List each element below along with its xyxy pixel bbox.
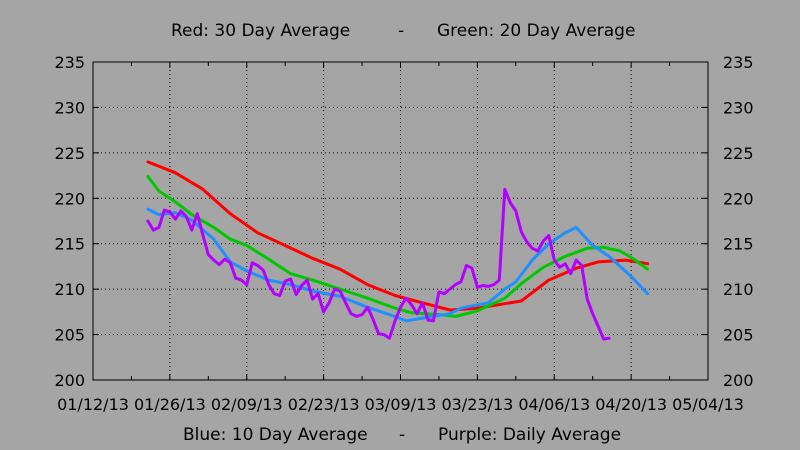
y-tick-label-right: 235 <box>723 53 754 72</box>
legend-bottom-right: Purple: Daily Average <box>438 425 621 445</box>
y-tick-label-left: 200 <box>54 371 85 390</box>
legend-top-sep: - <box>398 21 404 41</box>
x-tick-label: 01/26/13 <box>134 395 206 414</box>
y-tick-label-right: 210 <box>723 280 754 299</box>
plot-frame <box>92 61 709 381</box>
y-tick-label-right: 215 <box>723 235 754 254</box>
series-line-2 <box>146 207 650 323</box>
y-tick-label-right: 225 <box>723 144 754 163</box>
x-tick-label: 03/23/13 <box>441 395 513 414</box>
y-tick-label-right: 230 <box>723 98 754 117</box>
series-lines <box>146 160 650 341</box>
y-tick-label-left: 230 <box>54 98 85 117</box>
x-tick-label: 04/20/13 <box>595 395 667 414</box>
legend-top-left: Red: 30 Day Average <box>171 21 350 41</box>
tick-marks <box>92 61 709 381</box>
y-tick-label-left: 210 <box>54 280 85 299</box>
axes <box>92 61 709 381</box>
y-tick-label-left: 215 <box>54 235 85 254</box>
y-tick-label-right: 220 <box>723 189 754 208</box>
legend-top-right: Green: 20 Day Average <box>437 21 635 41</box>
y-tick-label-right: 200 <box>723 371 754 390</box>
y-tick-label-left: 220 <box>54 189 85 208</box>
x-tick-label: 01/12/13 <box>57 395 129 414</box>
series-line-3 <box>146 187 611 341</box>
y-tick-label-left: 225 <box>54 144 85 163</box>
tick-labels: 200 200 205 205 210 210 215 215 220 220 225 225 230 2… <box>54 53 753 414</box>
legend-bottom-left: Blue: 10 Day Average <box>183 425 368 445</box>
x-tick-label: 05/04/13 <box>672 395 744 414</box>
x-tick-label: 04/06/13 <box>518 395 590 414</box>
series-line-0 <box>146 160 650 312</box>
y-tick-label-right: 205 <box>723 326 754 345</box>
y-tick-label-left: 235 <box>54 53 85 72</box>
series-line-1 <box>146 175 650 318</box>
legend-bottom-sep: - <box>399 425 405 445</box>
x-tick-label: 02/09/13 <box>211 395 283 414</box>
y-tick-label-left: 205 <box>54 326 85 345</box>
x-tick-label: 02/23/13 <box>288 395 360 414</box>
x-tick-label: 03/09/13 <box>365 395 437 414</box>
grid <box>93 61 708 380</box>
